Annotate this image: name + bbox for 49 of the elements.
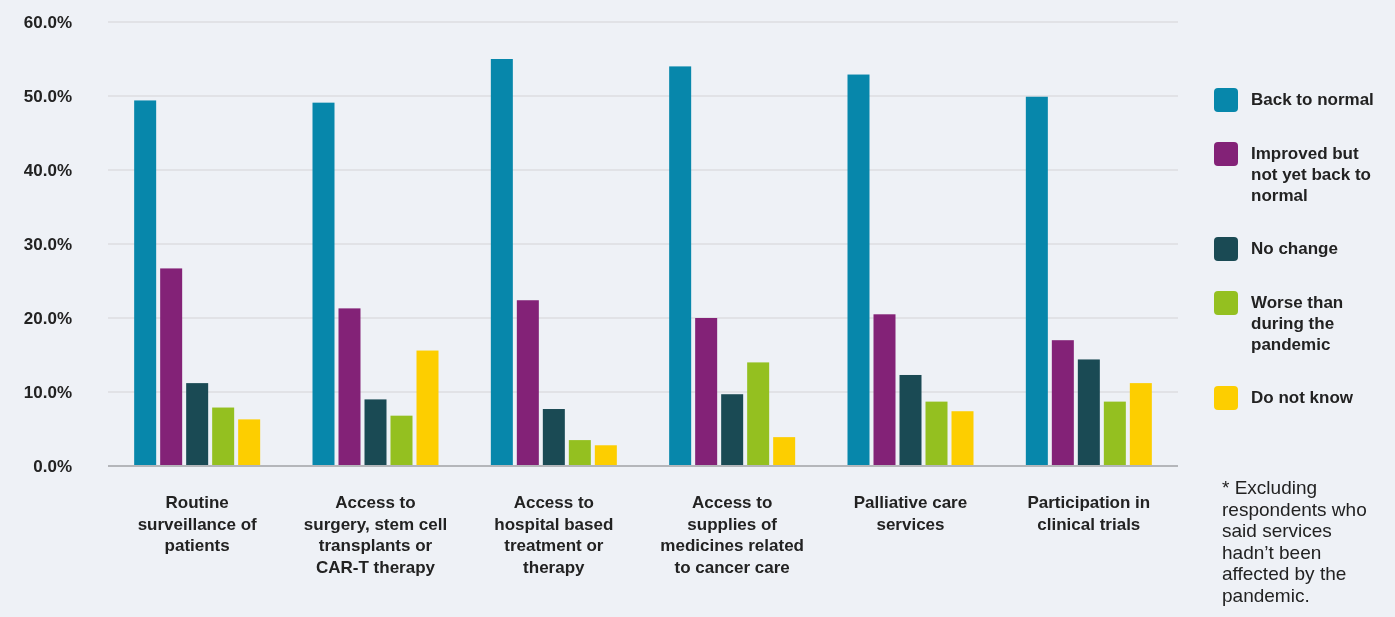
bar <box>594 445 617 466</box>
bar <box>925 401 948 466</box>
y-tick-label: 20.0% <box>23 308 72 328</box>
legend-label: Do not know <box>1251 388 1354 407</box>
bar <box>542 409 565 466</box>
bar <box>1103 401 1126 466</box>
bar <box>951 411 974 466</box>
bar <box>899 374 922 466</box>
bar <box>1051 340 1074 466</box>
y-tick-label: 50.0% <box>23 86 72 106</box>
bar <box>1077 359 1100 466</box>
legend-label: Improved but not yet back to normal <box>1251 144 1371 205</box>
y-tick-label: 60.0% <box>23 12 72 32</box>
bar <box>516 300 539 466</box>
bar <box>721 394 744 466</box>
bar <box>364 399 387 466</box>
x-tick-label: Participation in clinical trials <box>1027 493 1151 534</box>
bar <box>1025 96 1048 466</box>
text: * Excluding respondents who said services hadn’t been affected by the pandemic. <box>1222 477 1367 606</box>
legend-label: Back to normal <box>1251 90 1374 109</box>
bar <box>416 350 439 466</box>
y-tick-label: 40.0% <box>23 160 72 180</box>
y-tick-label: 0.0% <box>33 456 72 476</box>
bar <box>312 102 335 466</box>
bar <box>160 268 183 466</box>
legend-label: No change <box>1251 239 1338 258</box>
bar <box>873 314 896 466</box>
x-tick-label: Palliative care services <box>853 493 968 534</box>
bar <box>134 100 157 466</box>
legend-label: Worse than during the pandemic <box>1251 293 1344 354</box>
bar <box>1129 383 1152 466</box>
x-tick-label: Access to supplies of medicines related to cancer care <box>660 493 804 577</box>
bar <box>212 407 235 466</box>
bar <box>568 440 591 466</box>
bar <box>747 362 770 466</box>
y-tick-label: 10.0% <box>23 382 72 402</box>
bar <box>847 74 870 466</box>
y-tick-label: 30.0% <box>23 234 72 254</box>
bar <box>695 318 718 466</box>
bar <box>186 383 209 466</box>
bar <box>390 415 413 466</box>
bar <box>669 66 692 466</box>
bar <box>773 437 796 466</box>
x-tick-label: Routine surveillance of patients <box>137 493 258 555</box>
bar <box>338 308 361 466</box>
bar <box>490 59 513 466</box>
x-tick-label: Access to surgery, stem cell transplants or CAR-T therapy <box>303 493 448 577</box>
bar <box>238 419 261 466</box>
x-tick-label: Access to hospital based treatment or therapy <box>494 493 614 577</box>
